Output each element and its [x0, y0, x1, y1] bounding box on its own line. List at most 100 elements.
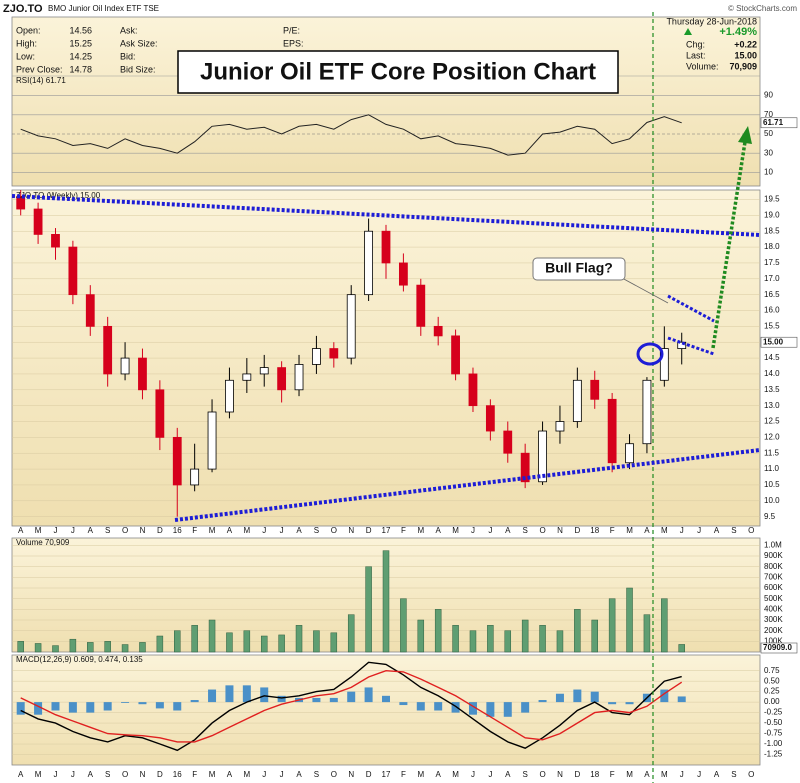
panel-label: ZJO.TO (Weekly) 15.00: [16, 191, 101, 200]
x-tick-label: F: [401, 770, 406, 779]
candle-body: [659, 348, 669, 381]
panel-label: RSI(14) 61.71: [16, 76, 66, 85]
x-tick-label: M: [417, 526, 424, 535]
y-tick-label: 16.5: [764, 290, 780, 299]
summary-label: Volume:: [686, 61, 719, 71]
x-tick-label: A: [88, 770, 94, 779]
x-tick-label: J: [680, 526, 684, 535]
x-tick-label: J: [697, 526, 701, 535]
x-tick-label: J: [471, 526, 475, 535]
histogram-bar: [503, 702, 512, 717]
histogram-bar: [468, 702, 477, 715]
volume-bar: [295, 625, 303, 653]
x-tick-label: F: [192, 770, 197, 779]
histogram-bar: [399, 702, 408, 706]
candle-body: [225, 379, 234, 413]
histogram-bar: [660, 689, 669, 703]
volume-bar: [139, 642, 146, 653]
y-tick-label: 500K: [764, 594, 783, 603]
summary-label: Chg:: [686, 39, 705, 49]
y-tick-label: 100K: [764, 636, 783, 645]
book-label: Bid:: [120, 51, 136, 61]
histogram-bar: [312, 697, 321, 703]
lower-trendline: [174, 448, 761, 522]
y-tick-label: 12.0: [764, 432, 780, 441]
last-value: 70909.0: [763, 643, 792, 652]
histogram-bar: [155, 702, 164, 709]
credit: © StockCharts.com: [728, 4, 797, 13]
x-tick-label: A: [505, 770, 511, 779]
x-tick-label: J: [53, 770, 57, 779]
y-tick-label: 14.0: [764, 369, 780, 378]
symbol: ZJO.TO: [3, 3, 43, 15]
histogram-bar: [382, 695, 390, 703]
candle-body: [16, 195, 26, 210]
histogram-bar: [138, 702, 147, 705]
x-tick-label: D: [366, 526, 372, 535]
histogram-bar: [173, 702, 182, 711]
candle-body: [642, 379, 652, 445]
y-tick-label: 14.5: [764, 353, 780, 362]
x-tick-label: M: [244, 526, 251, 535]
book-label: Ask:: [120, 25, 138, 35]
x-tick-label: S: [731, 526, 736, 535]
y-tick-label: 11.5: [764, 448, 780, 457]
summary-value: 70,909: [729, 61, 757, 71]
x-tick-label: 18: [590, 526, 599, 535]
candle-body: [155, 389, 165, 438]
volume-bar: [504, 630, 512, 653]
volume-bar: [365, 566, 372, 653]
y-tick-label: 12.5: [764, 417, 780, 426]
candle-body: [590, 379, 600, 400]
x-tick-label: 17: [382, 770, 391, 779]
x-tick-label: J: [262, 526, 266, 535]
candle-body: [51, 233, 60, 248]
candle-body: [468, 373, 478, 407]
volume-bar: [52, 645, 59, 653]
volume-bar: [243, 630, 251, 653]
x-tick-label: O: [122, 526, 128, 535]
x-tick-label: 16: [173, 770, 182, 779]
last-value-box: [760, 117, 798, 129]
y-tick-label: 18.0: [764, 242, 780, 251]
x-tick-label: O: [331, 526, 337, 535]
y-tick-label: -0.25: [764, 708, 783, 717]
volume-bar: [487, 625, 494, 653]
candle-body: [242, 373, 252, 381]
candle-body: [207, 411, 217, 470]
histogram-bar: [329, 697, 338, 703]
x-tick-label: J: [697, 770, 701, 779]
x-tick-label: A: [18, 526, 24, 535]
volume-bar: [330, 632, 338, 653]
volume-bar: [382, 550, 390, 653]
x-tick-label: A: [296, 526, 302, 535]
quote-label: Open:: [16, 25, 41, 35]
histogram-bar: [590, 691, 599, 703]
x-tick-label: O: [539, 526, 545, 535]
x-tick-label: A: [644, 770, 650, 779]
histogram-bar: [68, 702, 77, 713]
candle-body: [398, 262, 408, 286]
flag-upper: [667, 294, 715, 323]
x-tick-label: S: [105, 770, 110, 779]
summary-value: 15.00: [734, 50, 757, 60]
volume-bar: [678, 644, 685, 653]
breakout-circle: [636, 342, 664, 366]
y-tick-label: 13.0: [764, 401, 780, 410]
volume-bar: [347, 614, 355, 653]
y-tick-label: 10.0: [764, 496, 780, 505]
x-tick-label: D: [366, 770, 372, 779]
banner: Junior Oil ETF Core Position Chart: [200, 58, 596, 85]
x-tick-label: N: [348, 526, 354, 535]
x-tick-label: M: [661, 770, 668, 779]
x-tick-label: J: [262, 770, 266, 779]
x-tick-label: F: [192, 526, 197, 535]
x-tick-label: S: [731, 770, 736, 779]
y-tick-label: 400K: [764, 604, 783, 613]
quote-label: Low:: [16, 51, 35, 61]
volume-bar: [17, 641, 24, 653]
x-tick-label: J: [71, 770, 75, 779]
x-tick-label: J: [53, 526, 57, 535]
volume-bar: [556, 630, 564, 653]
volume-bar: [434, 609, 442, 653]
